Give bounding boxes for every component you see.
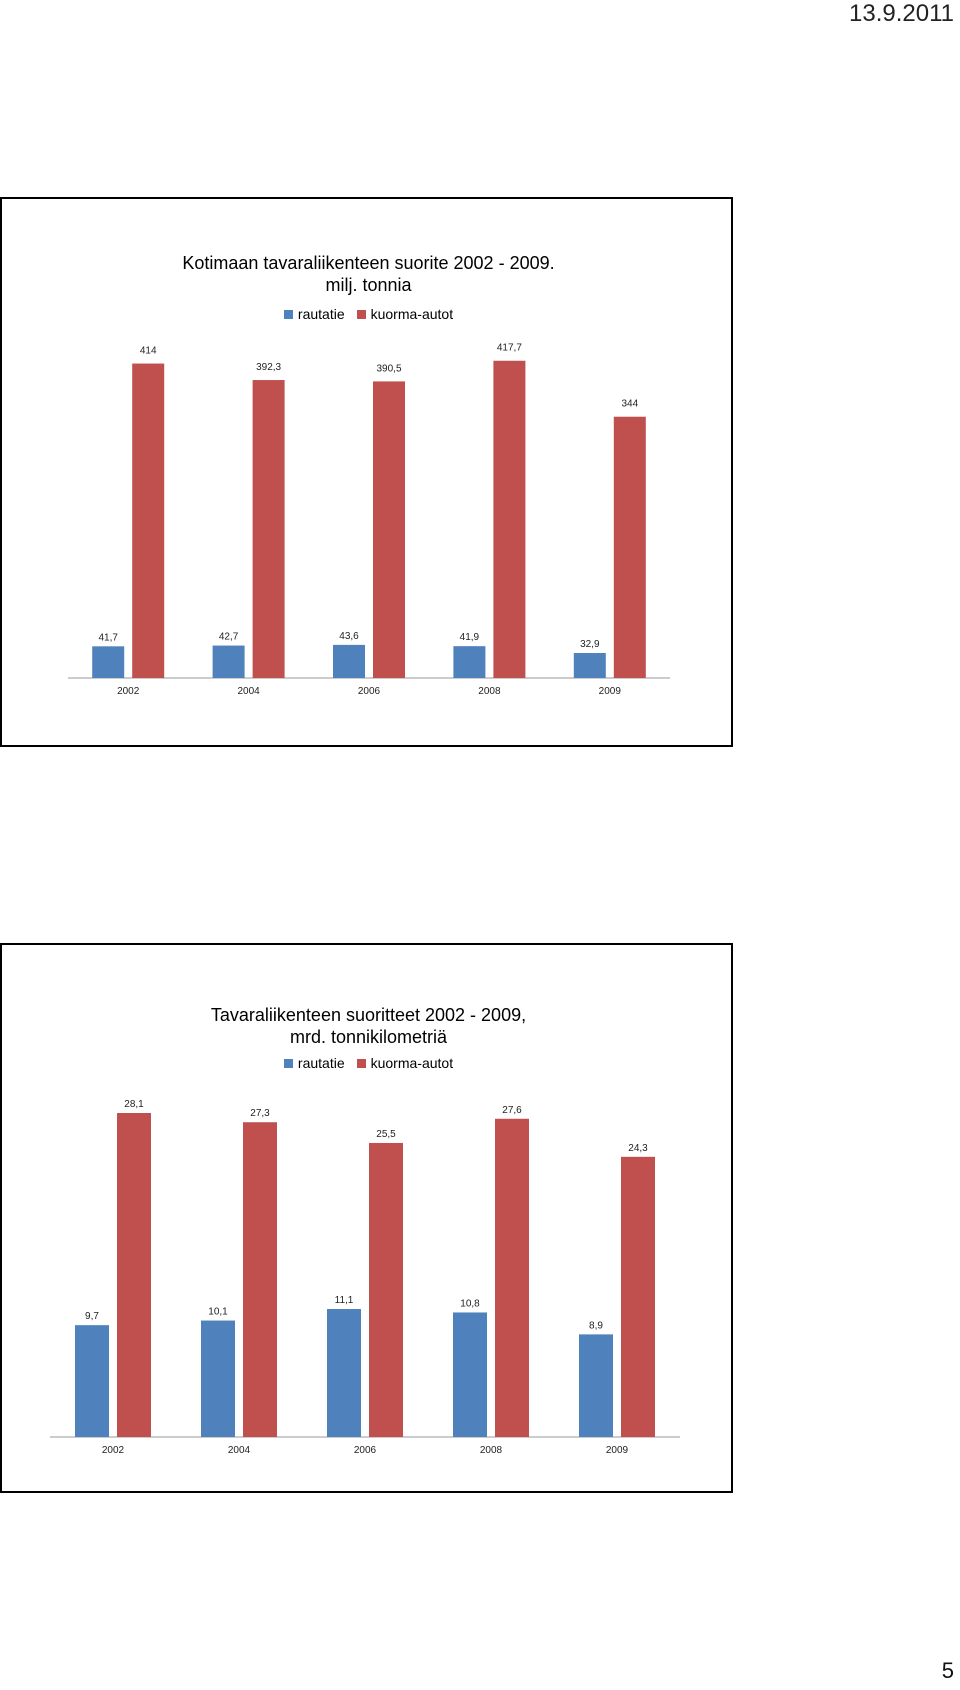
chart-title: Tavaraliikenteen suoritteet 2002 - 2009,… bbox=[2, 1004, 735, 1048]
bar-rautatie-2008 bbox=[453, 646, 486, 678]
chart-plot-area: 9,7 28,1 2002 10,1 27,3 2004 11,1 25,5 2006 10,8 2… bbox=[50, 1099, 680, 1456]
data-label-rautatie-2006: 43,6 bbox=[339, 631, 359, 642]
tick-label-2008: 2008 bbox=[478, 686, 501, 697]
bar-rautatie-2009 bbox=[579, 1334, 613, 1437]
data-label-rautatie-2006: 11,1 bbox=[335, 1295, 354, 1306]
bar-rautatie-2004 bbox=[201, 1320, 235, 1437]
data-label-rautatie-2002: 9,7 bbox=[85, 1311, 99, 1322]
data-label-kuorma-autot-2008: 27,6 bbox=[502, 1105, 522, 1116]
data-label-rautatie-2008: 41,9 bbox=[460, 632, 480, 643]
data-label-kuorma-autot-2009: 344 bbox=[621, 399, 638, 410]
bar-rautatie-2009 bbox=[573, 653, 606, 678]
chart-title-line2: mrd. tonnikilometriä bbox=[289, 1027, 448, 1047]
legend-item-rautatie: rautatie bbox=[283, 1055, 345, 1071]
chart-title: Kotimaan tavaraliikenteen suorite 2002 -… bbox=[2, 252, 735, 296]
legend-swatch-rautatie bbox=[283, 309, 293, 319]
legend-swatch-kuorma-autot bbox=[356, 309, 366, 319]
chart-title-line1: Kotimaan tavaraliikenteen suorite 2002 -… bbox=[182, 253, 555, 273]
data-label-kuorma-autot-2006: 390,5 bbox=[376, 363, 401, 374]
data-label-rautatie-2009: 32,9 bbox=[580, 639, 600, 650]
data-label-rautatie-2009: 8,9 bbox=[589, 1320, 603, 1331]
bar-kuorma-autot-2004 bbox=[252, 380, 285, 678]
bar-kuorma-autot-2002 bbox=[132, 363, 165, 678]
data-label-rautatie-2004: 42,7 bbox=[219, 632, 239, 643]
data-label-rautatie-2002: 41,7 bbox=[98, 632, 118, 643]
tick-label-2009: 2009 bbox=[599, 686, 622, 697]
data-label-kuorma-autot-2004: 392,3 bbox=[256, 362, 281, 373]
tick-label-2006: 2006 bbox=[358, 686, 381, 697]
bar-kuorma-autot-2006 bbox=[369, 1142, 403, 1437]
data-label-kuorma-autot-2006: 25,5 bbox=[376, 1129, 396, 1140]
legend-item-kuorma-autot: kuorma-autot bbox=[356, 306, 454, 322]
bar-rautatie-2008 bbox=[453, 1312, 487, 1437]
page-number: 5 bbox=[941, 1658, 954, 1683]
tick-label-2002: 2002 bbox=[102, 1445, 125, 1456]
data-label-kuorma-autot-2004: 27,3 bbox=[250, 1108, 270, 1119]
legend-swatch-kuorma-autot bbox=[356, 1058, 366, 1068]
legend-swatch-rautatie bbox=[283, 1058, 293, 1068]
data-label-kuorma-autot-2002: 28,1 bbox=[124, 1099, 144, 1110]
tick-label-2002: 2002 bbox=[117, 686, 140, 697]
tick-label-2004: 2004 bbox=[237, 686, 260, 697]
data-label-rautatie-2008: 10,8 bbox=[460, 1298, 480, 1309]
legend-label-rautatie: rautatie bbox=[297, 1055, 345, 1071]
tick-label-2009: 2009 bbox=[606, 1445, 629, 1456]
chart-legend: rautatie kuorma-autot bbox=[2, 1055, 735, 1071]
chart-legend: rautatie kuorma-autot bbox=[2, 306, 735, 322]
bar-kuorma-autot-2002 bbox=[117, 1113, 151, 1437]
bar-kuorma-autot-2004 bbox=[243, 1122, 277, 1437]
legend-label-kuorma-autot: kuorma-autot bbox=[370, 306, 454, 322]
data-label-rautatie-2004: 10,1 bbox=[208, 1307, 228, 1318]
chart-freight-tonnes: Kotimaan tavaraliikenteen suorite 2002 -… bbox=[0, 197, 733, 747]
data-label-kuorma-autot-2008: 417,7 bbox=[497, 343, 522, 354]
chart-freight-tonne-km: Tavaraliikenteen suoritteet 2002 - 2009,… bbox=[0, 943, 733, 1493]
bar-rautatie-2006 bbox=[333, 644, 365, 678]
data-label-kuorma-autot-2009: 24,3 bbox=[628, 1143, 648, 1154]
legend-item-rautatie: rautatie bbox=[283, 306, 345, 322]
bar-rautatie-2002 bbox=[75, 1325, 109, 1437]
bar-kuorma-autot-2006 bbox=[373, 381, 405, 678]
bar-rautatie-2006 bbox=[327, 1309, 361, 1437]
bar-kuorma-autot-2008 bbox=[493, 360, 526, 678]
legend-item-kuorma-autot: kuorma-autot bbox=[356, 1055, 454, 1071]
chart-title-line2: milj. tonnia bbox=[325, 275, 412, 295]
bar-kuorma-autot-2009 bbox=[621, 1156, 655, 1437]
bar-kuorma-autot-2009 bbox=[613, 416, 646, 678]
tick-label-2006: 2006 bbox=[354, 1445, 377, 1456]
bar-kuorma-autot-2008 bbox=[495, 1118, 529, 1437]
bar-rautatie-2002 bbox=[92, 646, 125, 678]
legend-label-kuorma-autot: kuorma-autot bbox=[370, 1055, 454, 1071]
chart-plot-area: 41,7 414 2002 42,7 392,3 2004 43,6 390,5 2006 41,… bbox=[68, 343, 670, 697]
chart-title-line1: Tavaraliikenteen suoritteet 2002 - 2009, bbox=[210, 1005, 527, 1025]
bar-rautatie-2004 bbox=[212, 645, 245, 678]
legend-label-rautatie: rautatie bbox=[297, 306, 345, 322]
page-date: 13.9.2011 bbox=[849, 0, 954, 27]
data-label-kuorma-autot-2002: 414 bbox=[140, 346, 157, 357]
tick-label-2004: 2004 bbox=[228, 1445, 251, 1456]
tick-label-2008: 2008 bbox=[480, 1445, 503, 1456]
